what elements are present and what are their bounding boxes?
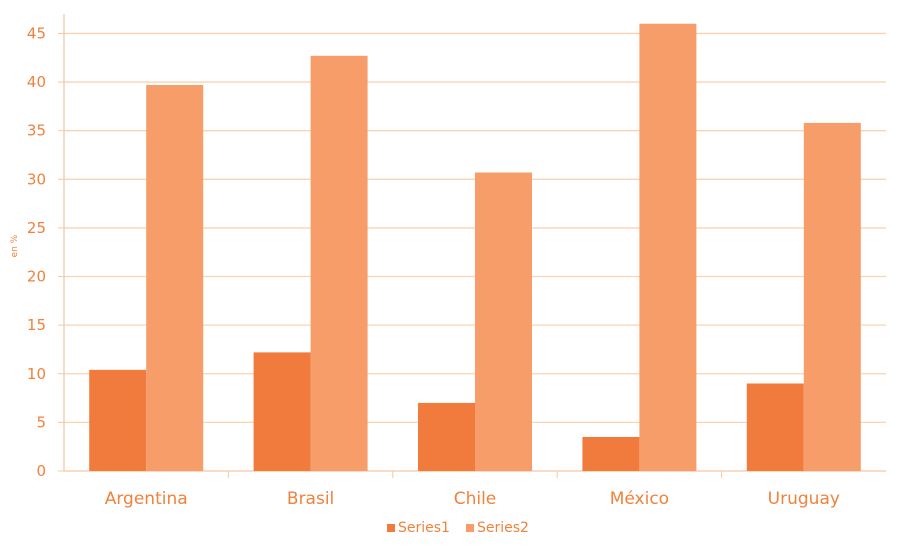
y-tick-label: 45: [27, 24, 46, 42]
x-category-label: Argentina: [105, 489, 188, 509]
y-tick-label: 0: [36, 462, 46, 480]
bar-series2-uruguay: [803, 122, 861, 471]
x-category-label: México: [610, 489, 669, 509]
bar-series1-brasil: [253, 352, 311, 471]
legend-swatch-series2: [466, 524, 474, 532]
y-tick-label: 30: [27, 170, 46, 188]
legend: Series1 Series2: [387, 520, 529, 536]
legend-swatch-series1: [387, 524, 395, 532]
category-labels: Argentina Brasil Chile México Uruguay: [105, 489, 840, 509]
y-tick-label: 10: [27, 365, 46, 383]
bars: [89, 23, 861, 472]
x-category-label: Uruguay: [768, 489, 840, 509]
legend-label-series1: Series1: [398, 520, 450, 536]
y-tick-label: 40: [27, 73, 46, 91]
x-category-label: Chile: [454, 489, 497, 509]
bar-series2-argentina: [146, 84, 204, 472]
y-tick-label: 35: [27, 122, 46, 140]
y-tick-label: 20: [27, 268, 46, 286]
x-category-label: Brasil: [287, 489, 334, 509]
bar-series1-chile: [418, 402, 475, 471]
y-tick-label: 15: [27, 316, 46, 334]
bar-series2-brasil: [310, 55, 368, 471]
bar-series2-chile: [475, 172, 532, 471]
y-tick-label: 5: [36, 413, 46, 431]
bar-series1-méxico: [582, 436, 640, 471]
bar-series1-uruguay: [746, 383, 804, 471]
legend-label-series2: Series2: [477, 520, 529, 536]
bar-series1-argentina: [89, 369, 147, 471]
y-axis-label: en %: [10, 234, 20, 257]
y-tick-label: 25: [27, 219, 46, 237]
y-tick-labels: 0 5 10 15 20 25 30 35 40 45: [27, 24, 46, 480]
bar-series2-méxico: [639, 23, 697, 472]
